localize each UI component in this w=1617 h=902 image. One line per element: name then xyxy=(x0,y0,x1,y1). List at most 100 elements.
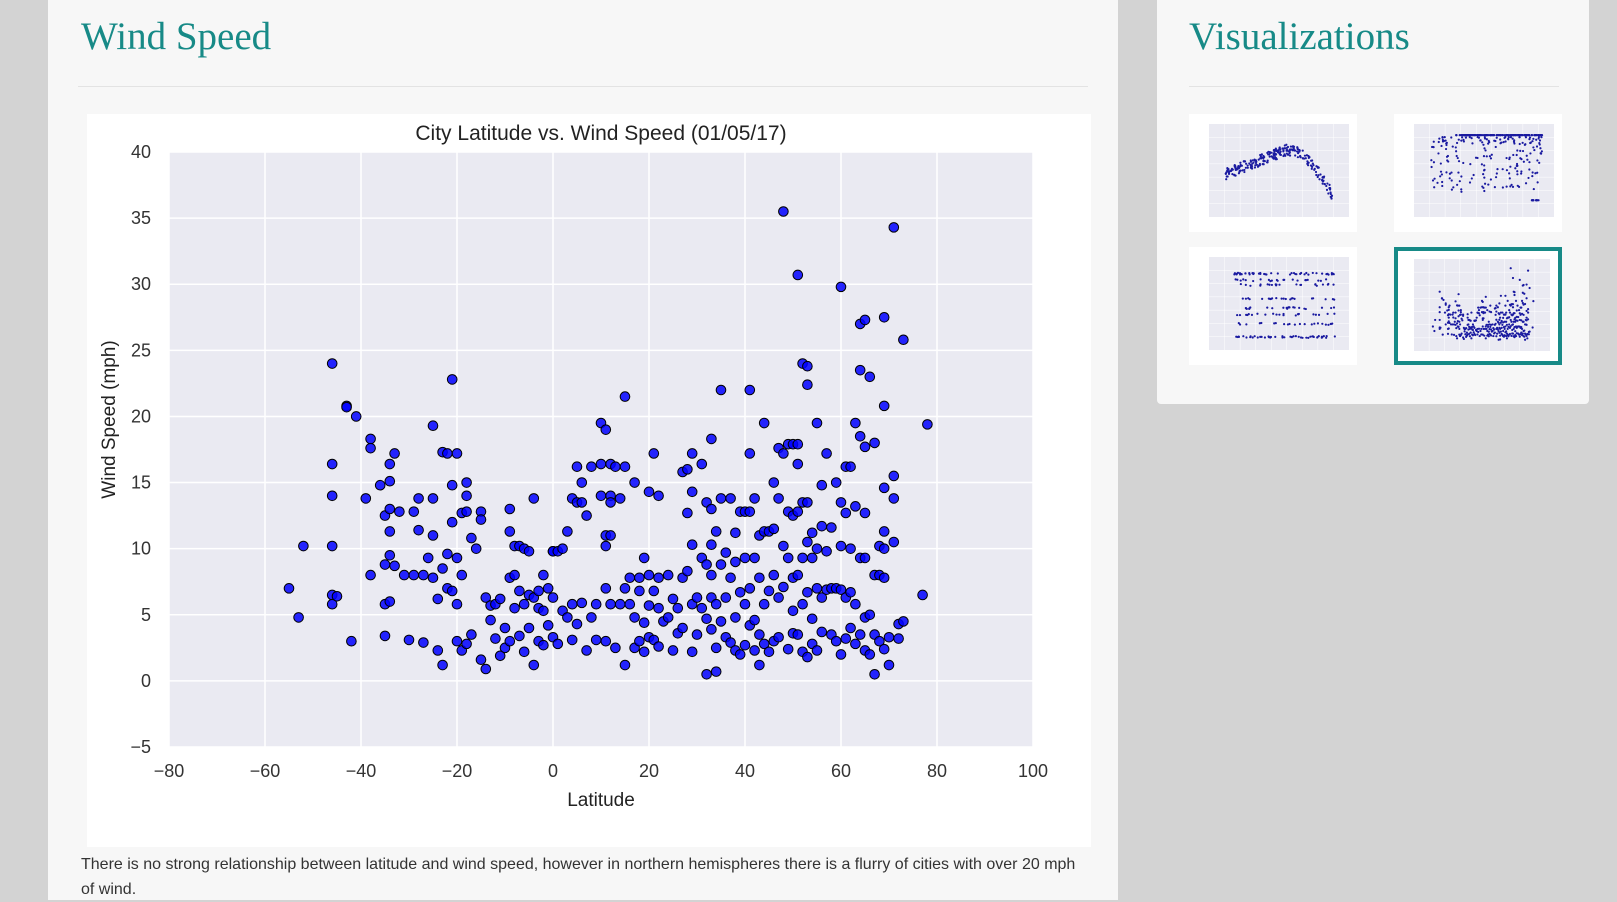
thumbnail-max-temperature[interactable] xyxy=(1189,114,1357,232)
thumbnail-point xyxy=(1457,325,1460,328)
thumbnail-point xyxy=(1520,170,1523,173)
thumbnail-point xyxy=(1451,323,1454,326)
scatter-point xyxy=(566,634,578,646)
thumbnail-point xyxy=(1260,335,1263,338)
scatter-point xyxy=(730,527,741,539)
thumbnail-point xyxy=(1502,329,1505,333)
thumbnail-point xyxy=(1455,327,1458,330)
thumbnail-point xyxy=(1246,166,1249,169)
thumbnail-point xyxy=(1296,146,1299,149)
thumbnail-point xyxy=(1482,317,1485,320)
thumbnail-point xyxy=(1516,304,1519,307)
thumbnail-humidity-chart xyxy=(1414,124,1554,217)
thumbnail-point xyxy=(1305,271,1308,275)
thumbnail-point xyxy=(1325,184,1328,188)
thumbnail-point xyxy=(1485,138,1488,141)
scatter-point xyxy=(442,548,453,560)
scatter-point xyxy=(744,384,756,396)
thumbnail-point xyxy=(1295,150,1299,153)
thumbnail-point xyxy=(1278,313,1281,316)
scatter-point xyxy=(595,458,607,470)
thumbnail-point xyxy=(1252,161,1255,164)
thumbnail-point xyxy=(1290,297,1293,300)
scatter-point xyxy=(734,587,746,598)
scatter-point xyxy=(480,663,492,675)
thumbnail-point xyxy=(1256,312,1259,315)
thumbnail-point xyxy=(1274,156,1278,160)
thumbnail-point xyxy=(1487,139,1490,142)
thumbnail-point xyxy=(1433,186,1436,189)
scatter-point xyxy=(835,540,847,552)
scatter-point xyxy=(600,424,612,435)
thumbnail-point xyxy=(1516,173,1519,176)
thumbnail-wind-speed[interactable] xyxy=(1394,247,1562,365)
thumbnail-point xyxy=(1310,297,1314,300)
thumbnail-point xyxy=(1509,267,1512,270)
thumbnail-point xyxy=(1266,283,1269,286)
scatter-point xyxy=(821,546,832,557)
thumbnail-point xyxy=(1320,306,1324,309)
scatter-point xyxy=(749,493,760,504)
thumbnail-point xyxy=(1249,284,1252,287)
scatter-point xyxy=(571,618,583,630)
thumbnail-point xyxy=(1233,173,1236,177)
thumbnail-point xyxy=(1489,311,1493,314)
thumbnail-point xyxy=(1538,134,1542,137)
scatter-point xyxy=(581,645,592,656)
thumbnail-point xyxy=(1470,136,1473,140)
thumbnail-point xyxy=(1494,176,1498,179)
thumbnail-humidity[interactable] xyxy=(1394,114,1562,232)
scatter-point xyxy=(782,552,794,564)
thumbnail-point xyxy=(1525,154,1528,157)
thumbnail-point xyxy=(1438,290,1441,293)
thumbnail-point xyxy=(1498,318,1501,321)
scatter-point xyxy=(898,334,909,346)
thumbnail-point xyxy=(1296,156,1300,159)
thumbnail-point xyxy=(1531,175,1534,178)
x-tick-label: −80 xyxy=(154,761,185,781)
scatter-point xyxy=(446,516,458,528)
thumbnail-point xyxy=(1504,135,1507,139)
thumbnail-point xyxy=(1250,313,1254,316)
thumbnail-point xyxy=(1511,276,1515,280)
scatter-point xyxy=(802,379,813,391)
thumbnail-point xyxy=(1470,311,1473,314)
scatter-point xyxy=(557,543,568,554)
scatter-point xyxy=(773,631,784,643)
thumbnail-point xyxy=(1487,183,1490,186)
thumbnail-point xyxy=(1245,307,1248,311)
scatter-point xyxy=(341,401,352,413)
thumbnail-point xyxy=(1522,320,1525,323)
thumbnail-point xyxy=(1454,146,1457,149)
thumbnail-point xyxy=(1485,327,1488,331)
scatter-point xyxy=(835,497,847,508)
thumbnail-point xyxy=(1316,322,1320,325)
thumbnail-cloudiness[interactable] xyxy=(1189,247,1357,365)
thumbnail-point xyxy=(1327,282,1330,286)
scatter-point xyxy=(403,634,415,646)
thumbnail-point xyxy=(1540,135,1543,139)
scatter-point xyxy=(408,569,420,581)
thumbnail-point xyxy=(1448,172,1452,175)
scatter-point xyxy=(542,583,554,594)
thumbnail-point xyxy=(1529,152,1532,155)
thumbnail-point xyxy=(1294,335,1297,338)
thumbnail-point xyxy=(1299,155,1302,158)
thumbnail-point xyxy=(1483,164,1486,167)
thumbnail-point xyxy=(1532,146,1535,149)
thumbnail-point xyxy=(1535,145,1539,148)
thumbnail-point xyxy=(1296,148,1299,151)
thumbnail-point xyxy=(1523,335,1526,338)
thumbnail-point xyxy=(1458,180,1461,183)
scatter-point xyxy=(806,613,818,625)
scatter-point xyxy=(854,629,866,640)
chart-description: There is no strong relationship between … xyxy=(81,856,1076,898)
thumbnail-point xyxy=(1487,335,1490,338)
thumbnail-point xyxy=(1246,164,1249,167)
scatter-point xyxy=(811,417,823,429)
scatter-point xyxy=(528,659,540,671)
thumbnail-point xyxy=(1292,306,1295,309)
thumbnail-point xyxy=(1527,176,1530,180)
scatter-point xyxy=(806,552,818,564)
thumbnail-point xyxy=(1502,140,1505,144)
